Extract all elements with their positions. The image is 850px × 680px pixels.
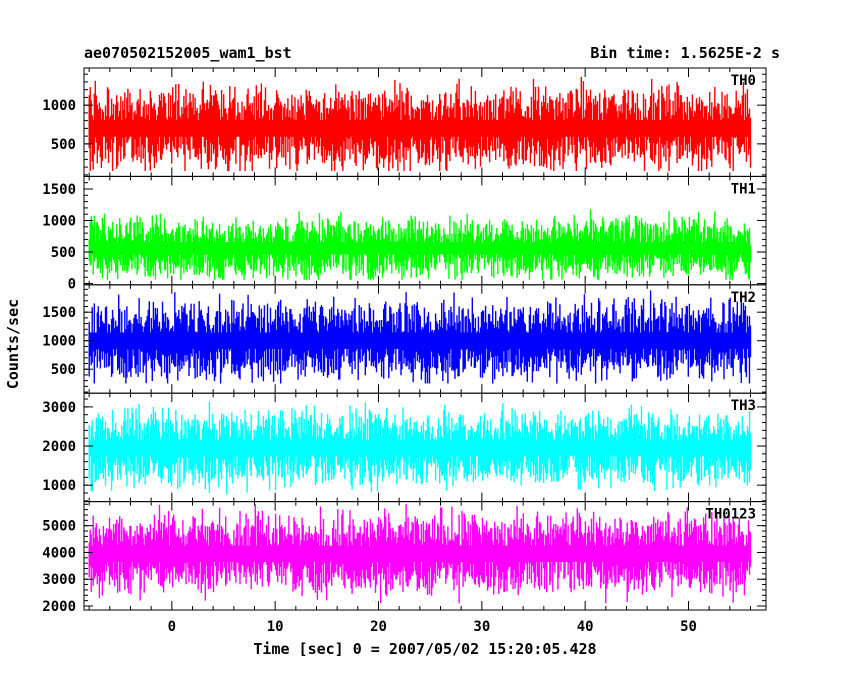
series-core-th1 [89,242,751,255]
y-tick-label: 1500 [42,182,76,198]
y-tick-label: 0 [68,277,76,293]
y-axis-title: Counts/sec [4,299,22,389]
y-tick-label: 500 [51,137,76,153]
y-tick-label: 3000 [42,572,76,588]
panel-th0123: 2000 3000 4000 5000 TH0123 [42,501,767,615]
x-tick-label: 0 [168,619,176,635]
x-tick-label: 10 [267,619,284,635]
chart-title-right: Bin time: 1.5625E-2 s [590,44,780,62]
y-tick-label: 3000 [42,400,76,416]
panel-label-th0: TH0 [731,73,756,89]
panel-th1: 0 500 1000 1500 TH1 [42,175,767,293]
y-tick-label: 2000 [42,439,76,455]
series-core-th0123 [89,545,751,562]
chart-title-left: ae070502152005_wam1_bst [84,44,292,62]
y-tick-label: 1000 [42,334,76,350]
series-core-th0 [89,120,751,137]
y-tick-label: 5000 [42,519,76,535]
x-axis-title: Time [sec] 0 = 2007/05/02 15:20:05.428 [253,640,596,658]
y-tick-label: 1000 [42,214,76,230]
series-core-th3 [89,440,751,456]
panel-th0: 500 1000 TH0 [42,67,767,177]
panel-frame [83,501,767,611]
y-tick-label: 4000 [42,545,76,561]
panel-th3: 1000 2000 3000 TH3 [42,392,767,503]
x-tick-label: 20 [370,619,387,635]
panel-label-th2: TH2 [731,290,756,306]
x-tick-label: 40 [577,619,594,635]
series-core-th2 [89,332,751,349]
panel-label-th3: TH3 [731,398,756,414]
x-tick-label: 50 [680,619,697,635]
panel-label-th1: TH1 [731,181,756,197]
y-tick-label: 500 [51,362,76,378]
panel-th2: 500 1000 1500 TH2 [42,284,767,394]
y-tick-label: 2000 [42,599,76,615]
panels-group: 500 1000 TH0 0 500 1000 1500 TH1 500 1000 1500 TH2 1… [42,67,767,615]
y-tick-label: 1000 [42,478,76,494]
x-axis: 0 10 20 30 40 50 [168,619,697,635]
y-tick-label: 1500 [42,305,76,321]
y-tick-label: 500 [51,245,76,261]
x-tick-label: 30 [473,619,490,635]
y-tick-label: 1000 [42,98,76,114]
panel-label-th0123: TH0123 [705,507,756,523]
